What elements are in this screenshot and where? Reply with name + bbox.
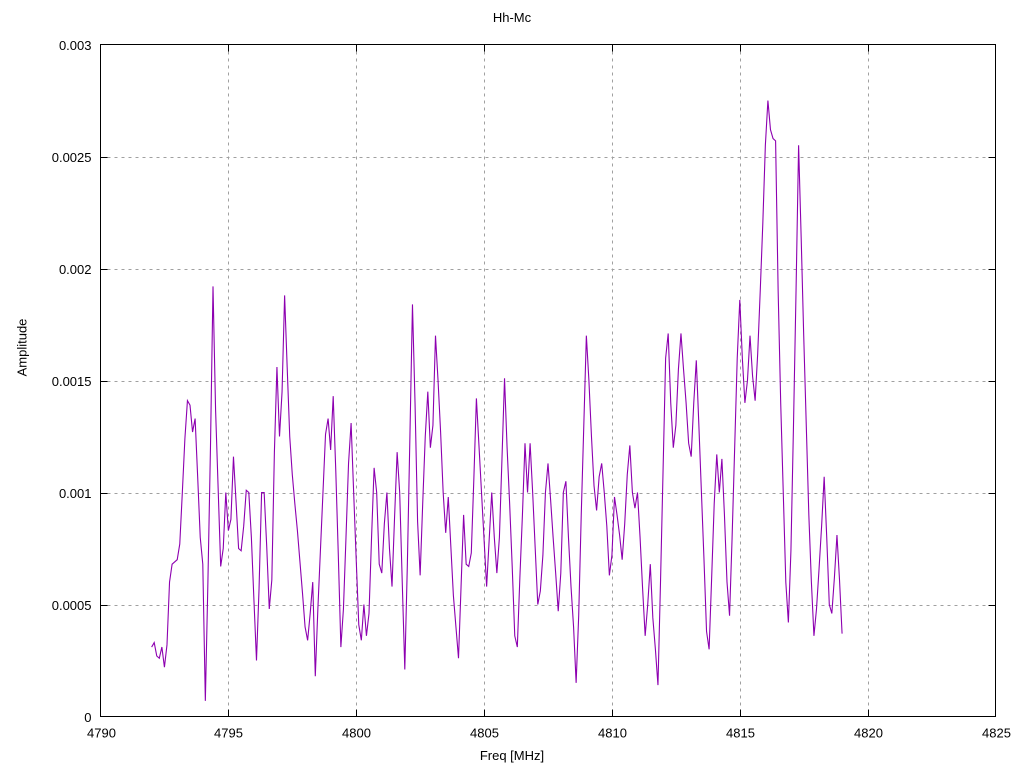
y-tick-label: 0.003 [59, 38, 92, 53]
y-tick-label: 0.0005 [52, 598, 92, 613]
x-tick-label: 4825 [982, 726, 1011, 741]
x-tick-label: 4820 [854, 726, 883, 741]
y-tick-label: 0.002 [59, 262, 92, 277]
chart-title: Hh-Mc [492, 10, 532, 25]
x-tick-label: 4790 [87, 726, 116, 741]
gridlines [100, 44, 996, 717]
x-axis-label: Freq [MHz] [479, 748, 545, 763]
plot-frame [99, 43, 997, 718]
x-tick-label: 4815 [726, 726, 755, 741]
y-tick-label: 0.0015 [52, 374, 92, 389]
y-tick-label: 0 [84, 710, 91, 725]
data-series-line [151, 100, 843, 701]
axis-ticks [100, 44, 996, 717]
x-tick-label: 4810 [598, 726, 627, 741]
y-tick-labels: 0 0.0005 0.001 0.0015 0.002 0.0025 0.003 [52, 38, 92, 725]
y-tick-label: 0.001 [59, 486, 92, 501]
x-tick-label: 4795 [214, 726, 243, 741]
x-tick-label: 4805 [470, 726, 499, 741]
x-tick-labels: 4790 4795 4800 4805 4810 4815 4820 4825 [87, 726, 1011, 741]
x-tick-label: 4800 [342, 726, 371, 741]
y-tick-label: 0.0025 [52, 150, 92, 165]
